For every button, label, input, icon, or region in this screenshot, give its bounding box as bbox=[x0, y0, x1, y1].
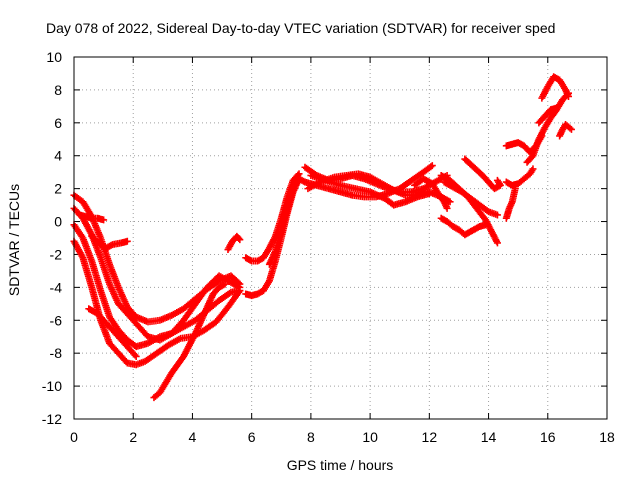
x-tick-label: 0 bbox=[70, 429, 78, 445]
y-axis-label: SDTVAR / TECUs bbox=[6, 184, 22, 296]
data-point bbox=[107, 241, 115, 249]
data-point bbox=[565, 92, 573, 100]
y-tick-label: 10 bbox=[46, 49, 62, 65]
data-point bbox=[493, 211, 501, 219]
x-tick-label: 14 bbox=[481, 429, 497, 445]
y-tick-label: 2 bbox=[54, 181, 62, 197]
series-track-9 bbox=[224, 232, 244, 254]
data-point bbox=[493, 239, 501, 247]
x-tick-label: 8 bbox=[307, 429, 315, 445]
data-point bbox=[236, 236, 244, 244]
series-track-21 bbox=[461, 155, 504, 193]
x-tick-label: 16 bbox=[540, 429, 556, 445]
data-point bbox=[100, 216, 108, 224]
data-point bbox=[493, 176, 501, 184]
data-point bbox=[235, 235, 243, 243]
data-point bbox=[529, 165, 537, 173]
series-track-22 bbox=[502, 185, 519, 222]
series-track-28 bbox=[535, 104, 561, 127]
x-axis-label: GPS time / hours bbox=[287, 457, 394, 473]
axis-ticks: 0 2 4 6 8 10 12 14 16 18 -12 -10 -8 -6 -4 -2 0 2 4 6 8 10 bbox=[42, 49, 615, 445]
series-track-23 bbox=[502, 165, 537, 189]
data-point bbox=[443, 204, 451, 212]
series-track-7 bbox=[85, 305, 140, 360]
series-track-8 bbox=[150, 280, 229, 402]
series-track-5 bbox=[76, 211, 108, 224]
data-point bbox=[246, 256, 254, 264]
data-point bbox=[567, 125, 575, 133]
data-point bbox=[235, 288, 243, 296]
series-track-20 bbox=[437, 214, 490, 239]
series-track-4 bbox=[70, 237, 244, 369]
x-tick-label: 10 bbox=[362, 429, 378, 445]
y-tick-label: 6 bbox=[54, 115, 62, 131]
y-tick-label: -8 bbox=[50, 345, 63, 361]
x-tick-label: 6 bbox=[248, 429, 256, 445]
data-point bbox=[236, 287, 244, 295]
y-tick-label: 0 bbox=[54, 214, 62, 230]
data-point bbox=[446, 198, 454, 206]
series-track-24 bbox=[502, 132, 546, 156]
data-point bbox=[131, 351, 139, 359]
data-point bbox=[220, 281, 228, 289]
chart-title: Day 078 of 2022, Sidereal Day-to-day VTE… bbox=[46, 20, 555, 36]
series-track-16 bbox=[307, 171, 433, 209]
data-point bbox=[427, 163, 435, 171]
y-tick-label: -12 bbox=[42, 411, 62, 427]
data-point bbox=[225, 289, 233, 297]
x-tick-label: 12 bbox=[422, 429, 438, 445]
y-tick-label: -2 bbox=[50, 246, 63, 262]
data-point bbox=[425, 190, 433, 198]
series-track-25 bbox=[523, 89, 573, 166]
data-point bbox=[299, 177, 307, 185]
x-tick-label: 2 bbox=[129, 429, 137, 445]
series-track-17 bbox=[411, 175, 451, 212]
series-track-6 bbox=[88, 232, 131, 252]
data-point bbox=[132, 352, 140, 360]
data-point bbox=[428, 162, 436, 170]
data-point bbox=[482, 221, 490, 229]
data-point bbox=[123, 237, 131, 245]
data-point bbox=[566, 124, 574, 132]
series-track-27 bbox=[556, 120, 575, 140]
y-tick-label: 8 bbox=[54, 82, 62, 98]
plot-frame bbox=[73, 56, 608, 420]
y-tick-label: -4 bbox=[50, 279, 63, 295]
data-series bbox=[70, 73, 575, 402]
y-tick-label: 4 bbox=[54, 148, 62, 164]
x-tick-label: 18 bbox=[599, 429, 615, 445]
y-tick-label: -6 bbox=[50, 312, 63, 328]
data-point bbox=[221, 280, 229, 288]
data-point bbox=[553, 104, 561, 112]
series-track-26 bbox=[538, 73, 573, 102]
y-tick-label: -10 bbox=[42, 378, 62, 394]
x-tick-label: 4 bbox=[189, 429, 197, 445]
